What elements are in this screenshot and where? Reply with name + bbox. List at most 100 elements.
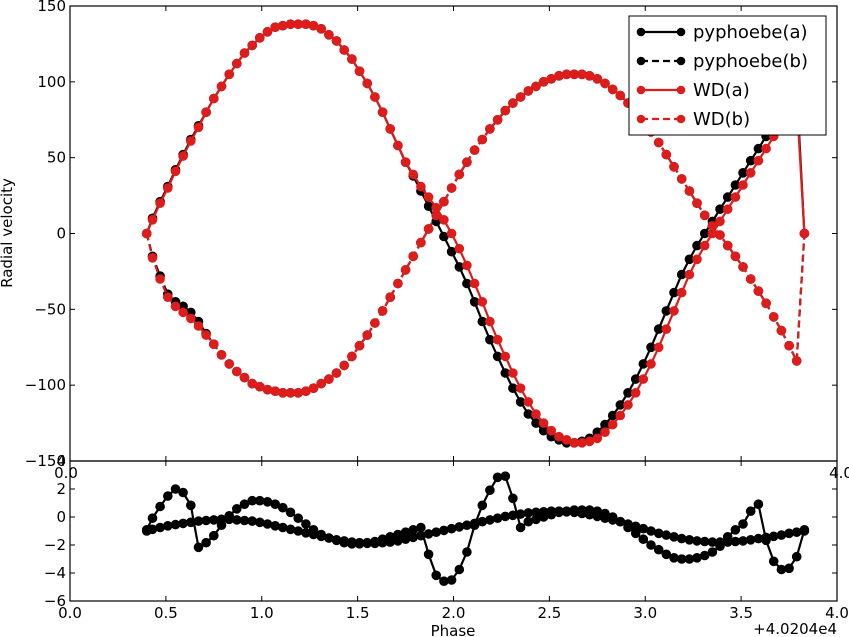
data-point — [362, 330, 373, 340]
data-point — [577, 69, 587, 80]
x-tick-label: 2.0 — [442, 604, 466, 622]
data-point — [331, 535, 342, 545]
data-point — [784, 340, 794, 351]
data-point — [485, 515, 495, 525]
data-point — [324, 374, 334, 384]
legend-marker — [676, 56, 686, 66]
data-point — [730, 525, 741, 535]
data-point — [423, 224, 434, 234]
data-point — [738, 180, 748, 190]
data-point — [141, 228, 152, 239]
data-point — [308, 383, 319, 394]
data-point — [201, 330, 211, 340]
data-point — [216, 350, 227, 360]
data-point — [600, 78, 610, 89]
legend-marker — [636, 27, 646, 37]
data-point — [163, 491, 173, 501]
data-point — [699, 210, 710, 221]
data-point — [715, 216, 725, 227]
data-point — [416, 181, 426, 192]
y-tick-label: 150 — [37, 0, 66, 15]
data-point — [232, 504, 242, 514]
data-point — [385, 292, 396, 303]
y-tick-label: 4 — [56, 452, 66, 470]
offset-text: +4.0204e4 — [753, 620, 837, 637]
data-point — [791, 356, 802, 366]
x-tick-label: 3.5 — [729, 604, 753, 622]
data-point — [316, 531, 327, 542]
data-point — [354, 340, 365, 351]
x-tick-label: 1.0 — [250, 604, 274, 622]
data-point — [193, 542, 204, 553]
data-point — [692, 198, 702, 208]
data-point — [745, 274, 756, 284]
data-point — [485, 316, 495, 327]
data-point — [676, 533, 687, 544]
data-point — [308, 529, 319, 540]
data-point — [477, 297, 488, 307]
data-point — [254, 495, 265, 506]
y-tick-label: −50 — [34, 300, 66, 318]
data-point — [446, 183, 457, 193]
y-axis-label: Radial velocity — [0, 178, 16, 288]
data-point — [454, 564, 465, 575]
data-point — [646, 540, 656, 550]
data-point — [370, 92, 380, 102]
data-point — [653, 342, 664, 353]
data-point — [738, 536, 748, 546]
data-point — [692, 254, 702, 265]
data-point — [462, 520, 472, 531]
legend-marker — [676, 27, 686, 37]
data-point — [676, 174, 687, 184]
data-point — [745, 506, 756, 517]
data-point — [170, 301, 181, 312]
data-point — [653, 137, 664, 148]
data-point — [500, 351, 511, 362]
data-point — [385, 124, 396, 134]
y-tick-label: 0 — [56, 508, 66, 526]
data-point — [669, 532, 679, 542]
data-point — [554, 71, 564, 81]
data-point — [178, 518, 188, 529]
legend-marker — [676, 114, 686, 124]
data-point — [377, 306, 388, 316]
data-point — [239, 499, 250, 510]
data-point — [523, 86, 534, 96]
data-point — [485, 485, 495, 496]
x-tick-label: 2.5 — [537, 604, 561, 622]
legend-marker — [676, 85, 686, 95]
data-point — [239, 372, 250, 383]
data-point — [439, 196, 449, 207]
data-point — [761, 143, 771, 154]
data-point — [799, 526, 810, 536]
y-tick-label: −150 — [25, 452, 66, 470]
legend: pyphoebe(a) pyphoebe(b) WD(a) WD(b) — [628, 15, 827, 136]
legend-label: WD(b) — [693, 109, 750, 130]
data-point — [508, 493, 518, 504]
data-point — [239, 48, 250, 58]
data-point — [163, 521, 173, 531]
data-point — [469, 518, 480, 529]
data-point — [439, 215, 449, 225]
data-point — [262, 27, 273, 37]
data-point — [730, 251, 741, 262]
data-point — [753, 533, 764, 544]
legend-label: pyphoebe(b) — [693, 51, 808, 72]
data-point — [209, 93, 219, 104]
legend-marker — [636, 85, 646, 95]
data-point — [469, 278, 480, 289]
data-point — [653, 544, 664, 555]
data-point — [423, 201, 434, 211]
data-point — [722, 240, 733, 251]
data-point — [446, 575, 457, 585]
y-tick-label: −100 — [25, 376, 66, 394]
data-point — [500, 471, 511, 482]
x-tick-label: 0.0 — [54, 464, 78, 482]
y-tick-label: −4 — [44, 564, 66, 582]
data-point — [431, 527, 442, 538]
data-point — [454, 169, 465, 180]
data-point — [270, 386, 281, 397]
x-tick-label: 0.0 — [58, 604, 82, 622]
data-point — [339, 45, 350, 55]
data-point — [270, 22, 281, 33]
